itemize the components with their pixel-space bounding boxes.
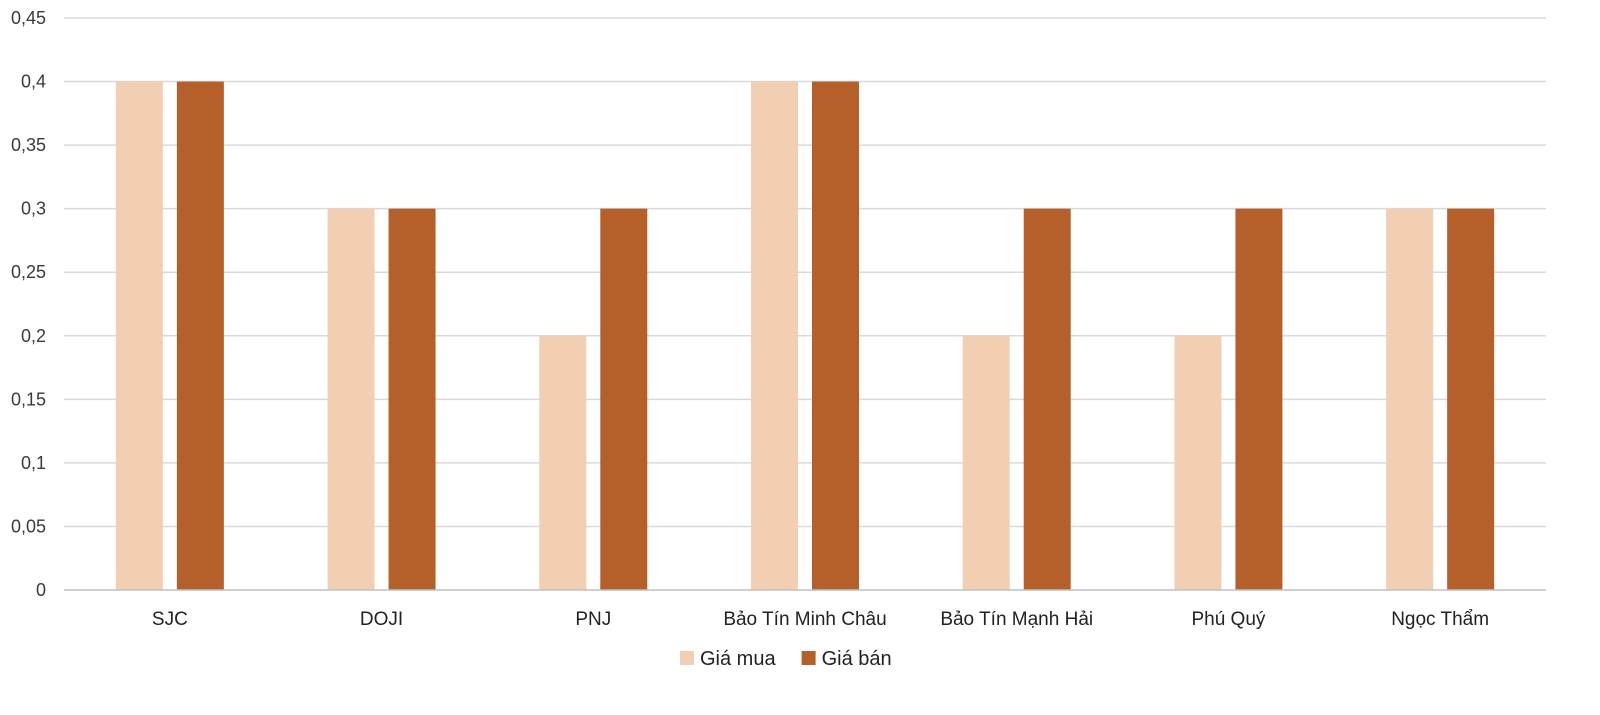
gridlines — [64, 17, 1546, 528]
bar-gia-mua — [751, 81, 798, 591]
y-axis-tick-labels: 0 0,05 0,1 0,15 0,2 0,25 0,3 0,35 0,4 0,45 — [11, 8, 46, 600]
legend-swatch — [680, 651, 694, 665]
bar-gia-ban — [388, 208, 436, 590]
legend: Giá mua Giá bán — [680, 648, 892, 670]
y-tick-label: 0,1 — [21, 453, 46, 473]
x-tick-label: Bảo Tín Mạnh Hải — [940, 609, 1093, 630]
bar-gia-mua — [962, 335, 1010, 590]
x-tick-label: Bảo Tín Minh Châu — [723, 609, 886, 630]
bar-gia-ban — [1447, 208, 1495, 590]
bar-gia-mua — [327, 208, 375, 590]
y-tick-label: 0,35 — [11, 135, 46, 155]
y-tick-label: 0,15 — [11, 389, 46, 409]
y-tick-label: 0,45 — [11, 8, 46, 28]
bar-gia-ban — [176, 81, 224, 591]
y-tick-label: 0,4 — [21, 72, 46, 92]
y-tick-label: 0 — [36, 580, 46, 600]
y-tick-label: 0,2 — [21, 326, 46, 346]
bar-gia-ban — [1235, 208, 1283, 590]
bar-gia-ban — [600, 208, 648, 590]
bar-gia-mua — [1386, 208, 1434, 590]
x-tick-label: DOJI — [360, 609, 403, 630]
bar-gia-ban — [1023, 208, 1071, 590]
y-tick-label: 0,25 — [11, 262, 46, 282]
x-tick-label: SJC — [152, 609, 188, 630]
legend-item: Giá bán — [801, 648, 892, 670]
legend-label: Giá mua — [700, 648, 776, 670]
bar-gia-mua — [115, 81, 163, 591]
x-tick-label: Ngọc Thẩm — [1391, 609, 1489, 630]
x-tick-label: Phú Quý — [1191, 609, 1265, 630]
bar-gia-ban — [812, 81, 859, 591]
legend-swatch — [801, 651, 816, 665]
x-tick-label: PNJ — [575, 609, 611, 630]
bars — [115, 81, 1495, 591]
y-tick-label: 0,05 — [11, 516, 46, 536]
legend-label: Giá bán — [822, 648, 892, 670]
legend-item: Giá mua — [680, 648, 776, 670]
y-tick-label: 0,3 — [21, 199, 46, 219]
bar-gia-mua — [1174, 335, 1222, 590]
x-axis-category-labels: SJC DOJI PNJ Bảo Tín Minh Châu Bảo Tín Mạnh … — [152, 609, 1489, 630]
bar-gia-mua — [539, 335, 587, 590]
